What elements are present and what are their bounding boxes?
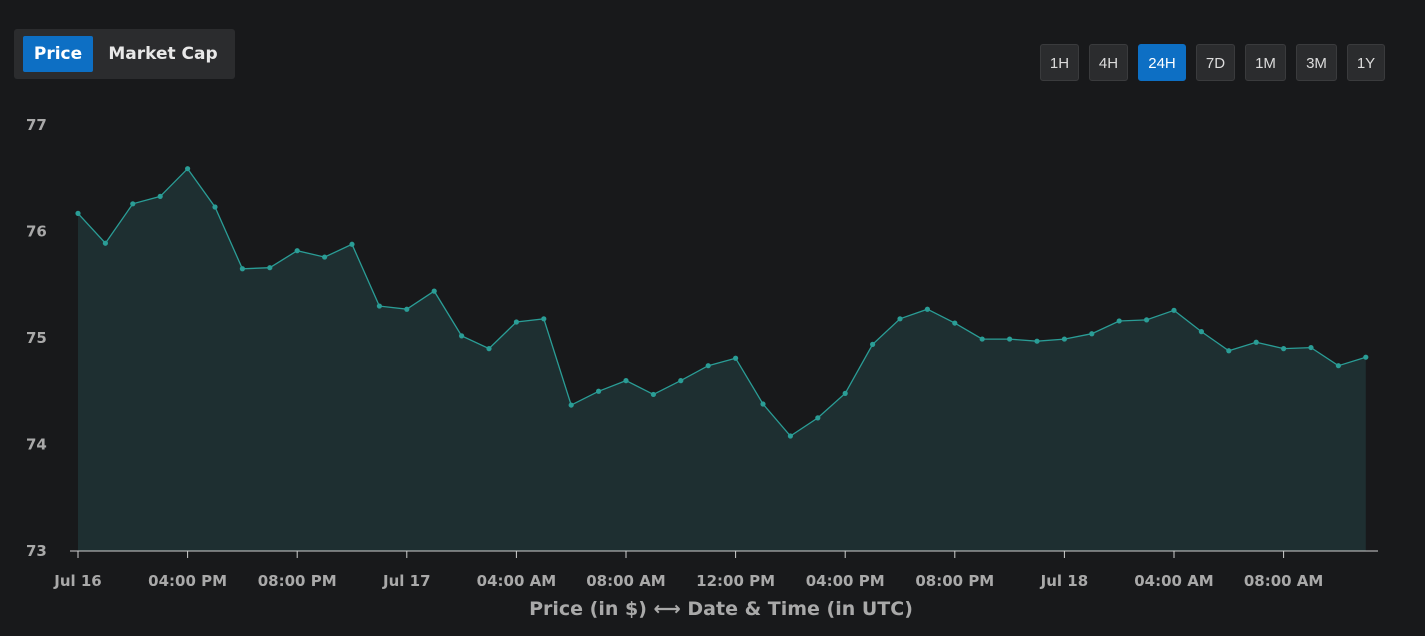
data-point[interactable] [322, 254, 328, 260]
price-line [77, 167, 1366, 437]
y-tick-label: 77 [26, 116, 47, 134]
data-point[interactable] [623, 378, 629, 384]
data-point[interactable] [705, 363, 711, 369]
price-area [78, 168, 1366, 551]
data-point[interactable] [842, 390, 848, 396]
x-tick-label: 04:00 PM [806, 572, 885, 590]
data-point[interactable] [952, 320, 958, 326]
timeframe-4h-button[interactable]: 4H [1089, 44, 1128, 81]
data-point[interactable] [1226, 348, 1232, 354]
data-point[interactable] [157, 193, 163, 199]
timeframe-1h-button[interactable]: 1H [1040, 44, 1079, 81]
data-point[interactable] [294, 248, 300, 254]
data-point[interactable] [1308, 344, 1314, 351]
price-tab[interactable]: Price [23, 36, 93, 72]
market-cap-tab[interactable]: Market Cap [108, 44, 218, 64]
y-tick-label: 74 [26, 436, 47, 454]
data-point[interactable] [924, 306, 931, 312]
data-point[interactable] [1034, 338, 1040, 344]
data-point[interactable] [102, 240, 108, 246]
data-point[interactable] [650, 391, 657, 398]
data-point[interactable] [486, 346, 492, 352]
data-point[interactable] [212, 204, 218, 210]
data-point[interactable] [787, 433, 794, 439]
data-point[interactable] [979, 336, 985, 342]
x-tick-label: 08:00 PM [915, 572, 994, 590]
timeframe-1y-button[interactable]: 1Y [1347, 44, 1385, 81]
data-point[interactable] [1007, 336, 1013, 342]
x-tick-label: Jul 17 [382, 572, 431, 590]
timeframe-24h-button[interactable]: 24H [1138, 44, 1186, 81]
data-point[interactable] [1116, 318, 1122, 324]
data-point[interactable] [1198, 329, 1204, 335]
data-point[interactable] [1061, 336, 1067, 342]
x-tick-label: 04:00 AM [1134, 572, 1214, 590]
data-point[interactable] [897, 316, 903, 322]
timeframe-1m-button[interactable]: 1M [1245, 44, 1286, 81]
data-point[interactable] [431, 288, 437, 294]
x-tick-label: Jul 16 [53, 572, 102, 590]
data-point[interactable] [1335, 363, 1341, 369]
data-point[interactable] [541, 316, 547, 322]
x-tick-label: 08:00 PM [258, 572, 337, 590]
y-tick-label: 75 [26, 329, 47, 347]
data-point[interactable] [75, 210, 81, 216]
data-point[interactable] [267, 265, 273, 271]
data-point[interactable] [1089, 331, 1095, 337]
x-tick-label: 08:00 AM [586, 572, 666, 590]
y-tick-label: 76 [26, 223, 47, 241]
timeframe-7d-button[interactable]: 7D [1196, 44, 1235, 81]
x-axis-title: Price (in $) ⟷ Date & Time (in UTC) [529, 598, 913, 620]
x-tick-label: 08:00 AM [1244, 572, 1324, 590]
x-tick-label: 04:00 PM [148, 572, 227, 590]
data-point[interactable] [733, 355, 739, 361]
data-point[interactable] [376, 303, 382, 309]
data-point[interactable] [404, 306, 410, 312]
x-tick-label: 12:00 PM [696, 572, 775, 590]
data-point[interactable] [870, 341, 876, 347]
chart-type-toggle: Price Market Cap [14, 29, 235, 79]
data-point[interactable] [185, 166, 191, 172]
data-point[interactable] [1281, 346, 1287, 352]
timeframe-3m-button[interactable]: 3M [1296, 44, 1337, 81]
y-tick-label: 73 [26, 542, 47, 560]
data-point[interactable] [1253, 339, 1259, 345]
x-tick-label: 04:00 AM [477, 572, 557, 590]
data-point[interactable] [678, 378, 684, 384]
x-tick-label: Jul 18 [1040, 572, 1089, 590]
data-point[interactable] [459, 333, 465, 339]
data-point[interactable] [1171, 307, 1177, 313]
data-point[interactable] [815, 415, 821, 421]
data-point[interactable] [513, 319, 520, 325]
data-point[interactable] [349, 241, 355, 247]
data-point[interactable] [760, 401, 766, 407]
data-point[interactable] [130, 201, 136, 207]
data-point[interactable] [596, 388, 602, 394]
data-point[interactable] [239, 266, 245, 272]
data-point[interactable] [1363, 354, 1369, 360]
data-point[interactable] [568, 402, 574, 408]
data-point[interactable] [1144, 317, 1150, 323]
